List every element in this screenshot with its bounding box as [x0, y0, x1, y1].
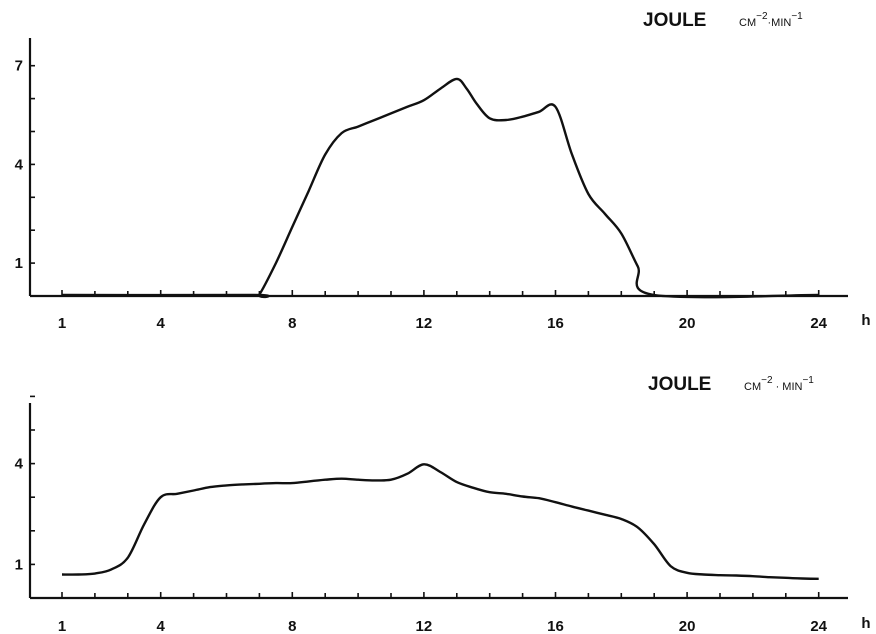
- y-tick-label-0-1: 1: [15, 255, 23, 272]
- x-tick-label-0-12: 12: [416, 315, 433, 332]
- x-unit-0: h: [861, 312, 870, 329]
- y-tick-label-0-4: 4: [15, 156, 24, 173]
- ylabel-main-0: JOULE: [643, 10, 706, 31]
- x-tick-label-0-4: 4: [157, 315, 166, 332]
- ylabel-units-0: CM−2·MIN−1: [739, 11, 803, 29]
- y-tick-label-1-1: 1: [15, 556, 23, 573]
- y-tick-label-1-4: 4: [15, 456, 24, 473]
- x-tick-label-0-24: 24: [810, 315, 827, 332]
- ylabel-main-1: JOULE: [648, 374, 711, 395]
- lower-chart: 1 4 8 12 16 20 24 h 1 4 JOULE CM−2 · MIN−1: [15, 374, 871, 634]
- y-tick-label-0-7: 7: [15, 58, 23, 75]
- x-tick-label-1-4: 4: [157, 618, 166, 634]
- x-tick-label-1-12: 12: [416, 618, 433, 634]
- series-line-1: [61, 463, 819, 580]
- x-tick-label-1-16: 16: [547, 618, 564, 634]
- x-tick-label-1-1: 1: [58, 618, 66, 634]
- x-tick-label-1-24: 24: [810, 618, 827, 634]
- upper-chart: 1 4 8 12 16 20 24 h 1 4 7 JOULE CM−2·MIN−1: [15, 10, 871, 332]
- x-tick-label-1-20: 20: [679, 618, 696, 634]
- x-tick-label-0-20: 20: [679, 315, 696, 332]
- x-tick-label-1-8: 8: [288, 618, 296, 634]
- x-tick-label-0-1: 1: [58, 315, 66, 332]
- x-tick-label-0-8: 8: [288, 315, 296, 332]
- ylabel-units-1: CM−2 · MIN−1: [744, 375, 814, 393]
- x-unit-1: h: [861, 615, 870, 632]
- series-line-0: [61, 77, 819, 299]
- x-tick-label-0-16: 16: [547, 315, 564, 332]
